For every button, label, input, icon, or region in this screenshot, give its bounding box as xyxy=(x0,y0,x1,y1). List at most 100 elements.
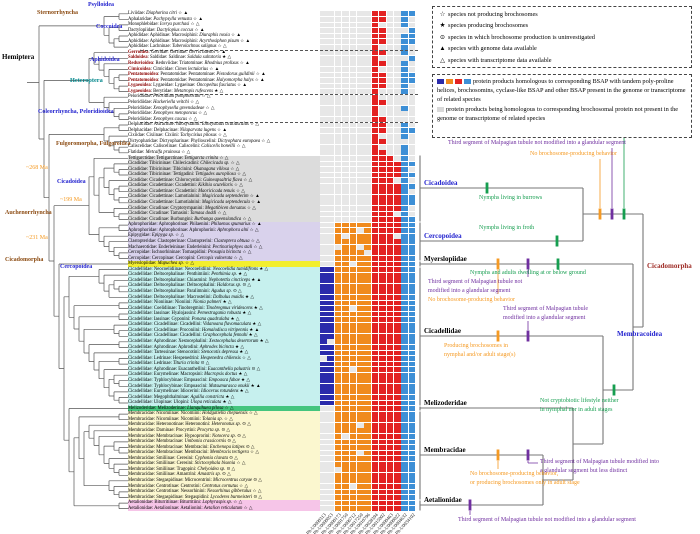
matrix-cell xyxy=(327,472,334,478)
matrix-cell xyxy=(327,411,334,417)
matrix-cell xyxy=(386,228,394,234)
matrix-cell xyxy=(334,489,342,495)
trait-tick-purple xyxy=(526,258,530,270)
taxon-classification: : Pentatomidae: Pentatominae: xyxy=(157,77,217,83)
matrix-cell xyxy=(394,367,401,373)
taxon-classification: Tettigarctidae: Tettigarctinae: xyxy=(128,155,185,161)
matrix-cell xyxy=(349,300,357,306)
matrix-cell xyxy=(394,361,401,367)
matrix-cell xyxy=(334,206,342,211)
matrix-cell xyxy=(342,61,349,67)
matrix-cell xyxy=(408,278,416,284)
taxon-classification: : Lygaeidae: Lygaeinae: xyxy=(150,83,197,89)
matrix-cell xyxy=(334,339,342,345)
matrix-cell xyxy=(394,178,401,183)
matrix-cell xyxy=(386,206,394,211)
data-availability-icons: ★ △ xyxy=(221,400,232,406)
superfamily-prefix: Gerroidea xyxy=(128,49,149,55)
matrix-cell xyxy=(394,128,401,133)
matrix-cell xyxy=(334,278,342,284)
matrix-cell xyxy=(349,233,357,239)
matrix-cell xyxy=(357,378,364,384)
matrix-cell xyxy=(327,200,334,206)
matrix-cell xyxy=(327,283,334,289)
matrix-cell xyxy=(379,467,386,473)
matrix-cell xyxy=(342,222,349,228)
data-availability-icons: ★ △ xyxy=(258,266,269,272)
matrix-cell xyxy=(342,495,349,500)
red-swatch xyxy=(455,79,462,85)
data-availability-icons: ☆ ▲ xyxy=(254,72,266,78)
matrix-cell xyxy=(334,239,342,245)
matrix-cell xyxy=(364,478,371,484)
matrix-cell xyxy=(371,105,379,111)
summary-clade-label: Aetalionidae xyxy=(424,496,462,504)
taxon-row: Cicadidae: Tibicininae: Tibicinini: Okan… xyxy=(128,166,320,173)
taxon-classification: Cicadidae: Tibicininae: Tibicinini: xyxy=(128,166,194,172)
matrix-cell xyxy=(379,189,386,195)
legend-item-label: species with genome data available xyxy=(448,45,537,53)
taxon-classification: Aphalaridae: xyxy=(128,16,154,22)
matrix-cell xyxy=(401,289,408,295)
matrix-cell xyxy=(342,50,349,56)
matrix-cell xyxy=(349,350,357,356)
matrix-cell xyxy=(371,445,379,450)
trait-annotation-line: Nymphs living in burrows xyxy=(479,195,543,201)
matrix-cell xyxy=(401,67,408,72)
matrix-cell xyxy=(371,422,379,428)
matrix-cell xyxy=(394,83,401,89)
matrix-cell xyxy=(349,445,357,450)
matrix-cell xyxy=(342,456,349,461)
matrix-cell xyxy=(349,461,357,467)
matrix-cell xyxy=(342,300,349,306)
data-availability-icons: ★ △ xyxy=(224,394,235,400)
taxon-row: Cicadellidae: Coelidiinae: Tinobregmini:… xyxy=(128,305,320,312)
matrix-cell xyxy=(394,378,401,384)
matrix-cell xyxy=(357,422,364,428)
matrix-cell xyxy=(408,89,416,95)
matrix-cell xyxy=(371,311,379,317)
matrix-cell xyxy=(349,495,357,500)
matrix-cell xyxy=(357,489,364,495)
taxon-row: Cicadellidae: Cicadellinae: Proconiini: … xyxy=(128,327,320,334)
species-name: Tettigades auropilosa xyxy=(195,172,236,178)
matrix-cell xyxy=(364,233,371,239)
matrix-cell xyxy=(379,495,386,500)
matrix-cell xyxy=(327,233,334,239)
matrix-cell xyxy=(364,328,371,334)
matrix-cell xyxy=(327,289,334,295)
matrix-cell xyxy=(371,144,379,150)
matrix-cell xyxy=(320,144,327,150)
matrix-cell xyxy=(327,11,334,17)
matrix-cell xyxy=(334,222,342,228)
matrix-cell xyxy=(349,67,357,72)
matrix-cell xyxy=(320,150,327,156)
matrix-cell xyxy=(364,389,371,395)
matrix-cell xyxy=(342,72,349,78)
superfamily-prefix: Saldoidea xyxy=(128,55,148,61)
taxon-row: Aetalionidae: Aetalioninae: Aetalionini:… xyxy=(128,505,320,512)
matrix-cell xyxy=(327,28,334,33)
matrix-cell xyxy=(320,11,327,17)
matrix-cell xyxy=(364,72,371,78)
matrix-cell xyxy=(342,28,349,33)
matrix-cell xyxy=(379,328,386,334)
data-availability-icons: ★ △ xyxy=(236,272,248,278)
matrix-cell xyxy=(320,322,327,328)
matrix-cell xyxy=(371,484,379,489)
matrix-cell xyxy=(342,78,349,83)
matrix-cell xyxy=(364,417,371,423)
matrix-cell xyxy=(357,278,364,284)
matrix-cell xyxy=(379,244,386,250)
matrix-cell xyxy=(327,361,334,367)
matrix-cell xyxy=(334,167,342,172)
data-availability-icons: ☆ △ xyxy=(229,166,240,172)
matrix-cell xyxy=(364,33,371,39)
species-name: Microcentrus caryae xyxy=(213,478,253,484)
data-availability-icons: ☆ △ xyxy=(216,44,227,50)
matrix-cell xyxy=(371,433,379,439)
taxon-row: Tettigarctidae: Tettigarctinae: Tettigar… xyxy=(128,155,320,162)
matrix-cell xyxy=(371,217,379,222)
matrix-cell xyxy=(349,417,357,423)
matrix-cell xyxy=(320,261,327,267)
